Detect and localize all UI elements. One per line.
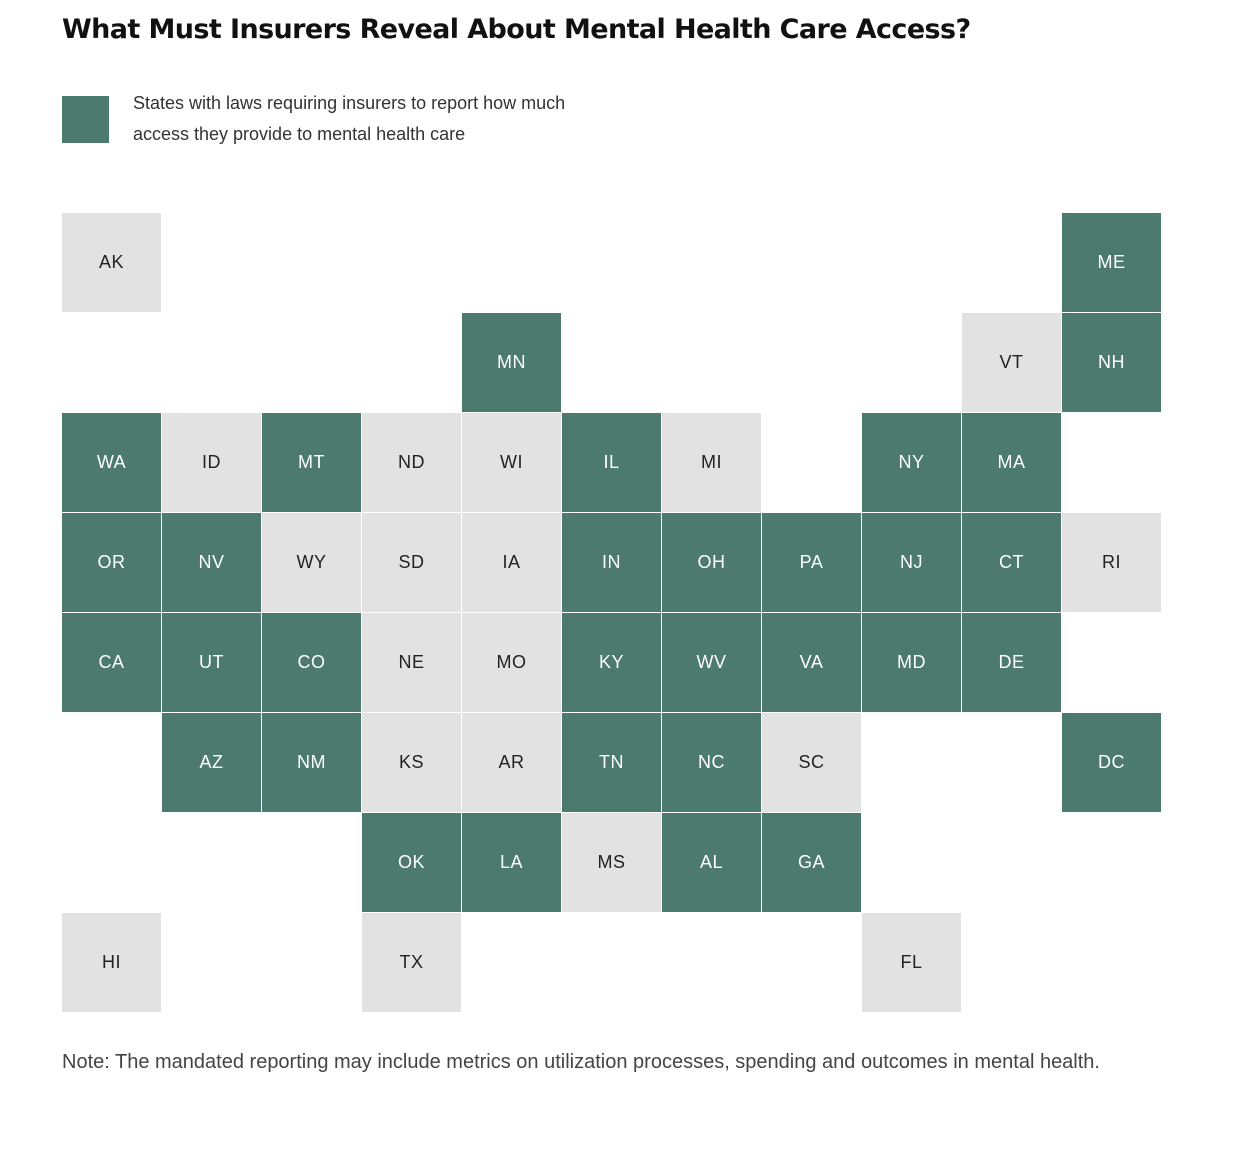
legend: States with laws requiring insurers to r… <box>62 88 662 152</box>
state-tile-il: IL <box>562 413 661 512</box>
state-tile-wa: WA <box>62 413 161 512</box>
state-tile-nh: NH <box>1062 313 1161 412</box>
state-tile-dc: DC <box>1062 713 1161 812</box>
state-tile-vt: VT <box>962 313 1061 412</box>
state-tile-ms: MS <box>562 813 661 912</box>
state-tile-fl: FL <box>862 913 961 1012</box>
state-tile-nm: NM <box>262 713 361 812</box>
state-tile-wy: WY <box>262 513 361 612</box>
state-tile-tx: TX <box>362 913 461 1012</box>
state-tile-ia: IA <box>462 513 561 612</box>
state-tile-sc: SC <box>762 713 861 812</box>
state-tile-ok: OK <box>362 813 461 912</box>
state-tile-wi: WI <box>462 413 561 512</box>
state-tile-az: AZ <box>162 713 261 812</box>
legend-label: States with laws requiring insurers to r… <box>133 93 566 144</box>
state-tile-me: ME <box>1062 213 1161 312</box>
state-tile-ny: NY <box>862 413 961 512</box>
state-tile-al: AL <box>662 813 761 912</box>
state-tile-va: VA <box>762 613 861 712</box>
state-tile-ma: MA <box>962 413 1061 512</box>
state-tile-mn: MN <box>462 313 561 412</box>
state-tile-nc: NC <box>662 713 761 812</box>
state-tile-ri: RI <box>1062 513 1161 612</box>
state-tile-or: OR <box>62 513 161 612</box>
footnote: Note: The mandated reporting may include… <box>62 1051 1100 1073</box>
state-tile-nv: NV <box>162 513 261 612</box>
state-tile-hi: HI <box>62 913 161 1012</box>
state-tile-tn: TN <box>562 713 661 812</box>
state-tile-nd: ND <box>362 413 461 512</box>
state-tile-co: CO <box>262 613 361 712</box>
state-tile-oh: OH <box>662 513 761 612</box>
state-tile-ar: AR <box>462 713 561 812</box>
legend-swatch <box>62 96 109 143</box>
state-tile-ne: NE <box>362 613 461 712</box>
state-tile-wv: WV <box>662 613 761 712</box>
state-tile-md: MD <box>862 613 961 712</box>
state-tile-ut: UT <box>162 613 261 712</box>
state-tile-ct: CT <box>962 513 1061 612</box>
state-tile-ak: AK <box>62 213 161 312</box>
page-title: What Must Insurers Reveal About Mental H… <box>62 14 971 45</box>
state-tile-ks: KS <box>362 713 461 812</box>
state-tile-mo: MO <box>462 613 561 712</box>
state-tile-ga: GA <box>762 813 861 912</box>
state-tile-in: IN <box>562 513 661 612</box>
state-tile-nj: NJ <box>862 513 961 612</box>
state-tile-mt: MT <box>262 413 361 512</box>
state-tile-la: LA <box>462 813 561 912</box>
state-tile-sd: SD <box>362 513 461 612</box>
state-tile-mi: MI <box>662 413 761 512</box>
state-tile-pa: PA <box>762 513 861 612</box>
state-tile-de: DE <box>962 613 1061 712</box>
state-tile-id: ID <box>162 413 261 512</box>
state-tile-ca: CA <box>62 613 161 712</box>
state-tile-ky: KY <box>562 613 661 712</box>
